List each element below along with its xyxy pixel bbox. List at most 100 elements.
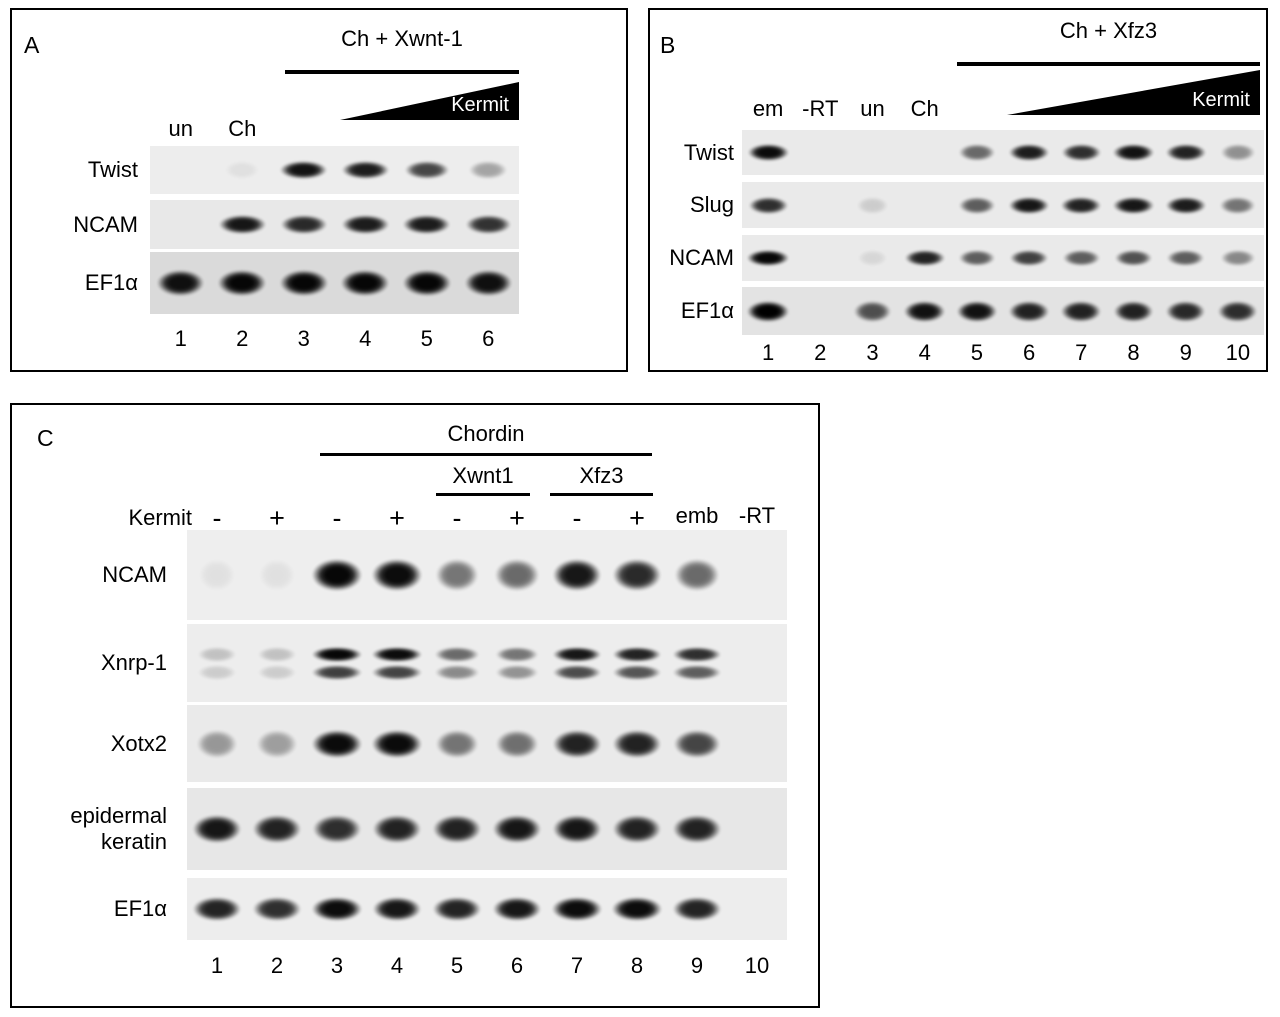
gel-band: [673, 664, 721, 680]
lane-number: 5: [450, 953, 464, 978]
lane-number: 7: [1075, 340, 1088, 365]
gel-row-label: epidermal keratin: [70, 803, 167, 854]
gel-band: [857, 196, 888, 214]
gel-band: [218, 270, 267, 296]
lane-number: 10: [1225, 340, 1251, 365]
gel-band: [1113, 144, 1154, 161]
gel-band: [341, 215, 389, 234]
lane-number: 9: [1179, 340, 1192, 365]
gel-band: [674, 729, 720, 758]
gel-band: [435, 664, 479, 680]
lane-number: 3: [297, 326, 310, 351]
gel-row-label: Twist: [683, 139, 734, 165]
gel-band: [192, 897, 242, 921]
gel-row-label: EF1α: [84, 270, 138, 295]
gel-band: [1220, 250, 1255, 266]
lane-top-label: un: [860, 96, 885, 121]
gel-band: [675, 559, 719, 591]
gel-band: [958, 196, 996, 214]
gel-band: [904, 300, 946, 322]
gel-band: [312, 729, 362, 758]
lane-number: 5: [420, 326, 433, 351]
gel-row-strip: [150, 146, 519, 194]
lane-top-label: un: [168, 116, 193, 141]
lane-number: 4: [918, 340, 931, 365]
gel-band: [341, 161, 389, 179]
lane-top-label: Ch: [910, 96, 939, 121]
panel-a-wedge-label: Kermit: [451, 94, 509, 116]
gel-band: [372, 729, 422, 758]
panel-a: A Ch + Xwnt-1 Kermit Twist NCAM EF1α 1 2 3 4 5 6…: [10, 8, 628, 372]
gel-band: [198, 664, 236, 680]
gel-band: [612, 664, 662, 680]
gel-band: [372, 664, 422, 680]
gel-band: [552, 559, 602, 591]
gel-band: [469, 161, 508, 179]
gel-band: [612, 729, 662, 758]
gel-band: [192, 815, 242, 843]
condition-value: +: [389, 503, 405, 533]
gel-band: [313, 815, 361, 843]
condition-value: +: [509, 503, 525, 533]
gel-band: [1113, 300, 1154, 322]
lane-top-label: em: [752, 96, 784, 121]
condition-value: -: [452, 503, 462, 533]
gel-band: [372, 559, 422, 591]
panel-b-wedge-label: Kermit: [1192, 89, 1250, 111]
gel-band: [1167, 250, 1204, 266]
gel-band: [1063, 250, 1100, 266]
gel-band: [280, 215, 327, 234]
gel-band: [1218, 300, 1258, 322]
gel-band: [552, 664, 602, 680]
gel-band: [341, 270, 390, 296]
gel-band: [672, 815, 722, 843]
lane-top-label: -RT: [802, 96, 839, 121]
condition-value: emb: [675, 503, 719, 528]
gel-band: [259, 559, 295, 591]
gel-band: [252, 815, 302, 843]
gel-band: [225, 161, 260, 179]
gel-band: [673, 646, 721, 662]
gel-band: [1061, 300, 1102, 322]
lane-number: 6: [1022, 340, 1036, 365]
gel-band: [672, 897, 722, 921]
gel-row-strip: [150, 252, 519, 314]
gel-band: [552, 815, 602, 843]
lane-number: 10: [744, 953, 770, 978]
condition-value: +: [629, 503, 645, 533]
panel-c-kermit-row-label: Kermit: [128, 505, 192, 530]
lane-number: 1: [210, 953, 224, 978]
lane-number: 9: [690, 953, 704, 978]
gel-row-label: Slug: [689, 192, 734, 217]
panel-a-gel: Twist NCAM EF1α 1 2 3 4 5 6 un Ch: [12, 10, 626, 370]
panel-b-treatment-label: Ch + Xfz3: [1059, 18, 1158, 43]
lane-top-label: Ch: [228, 116, 257, 141]
gel-band: [1165, 144, 1206, 161]
gel-band: [747, 250, 789, 266]
lane-number: 2: [814, 340, 827, 365]
gel-band: [253, 897, 301, 921]
lane-number: 7: [570, 953, 584, 978]
gel-band: [198, 646, 236, 662]
panel-b: B Ch + Xfz3 Kermit Twist Slug NCAM EF1α 1 2 3 4…: [648, 8, 1268, 372]
panel-b-letter: B: [660, 32, 676, 58]
gel-band: [1113, 196, 1154, 214]
gel-band: [257, 729, 297, 758]
gel-band: [613, 559, 661, 591]
gel-band: [402, 270, 451, 296]
gel-band: [904, 250, 945, 266]
gel-band: [1165, 300, 1206, 322]
lane-number: 8: [630, 953, 644, 978]
gel-band: [1008, 144, 1050, 161]
gel-band: [495, 664, 539, 680]
gel-band: [218, 215, 266, 234]
gel-band: [199, 559, 235, 591]
gel-band: [372, 815, 422, 843]
gel-row-label: EF1α: [113, 896, 167, 921]
condition-value: -: [332, 503, 342, 533]
lane-number: 3: [330, 953, 344, 978]
gel-row-label: NCAM: [102, 562, 167, 587]
panel-b-treatment-bracket-line: [957, 62, 1260, 66]
gel-band: [857, 250, 888, 266]
gel-row-label: NCAM: [669, 245, 734, 270]
